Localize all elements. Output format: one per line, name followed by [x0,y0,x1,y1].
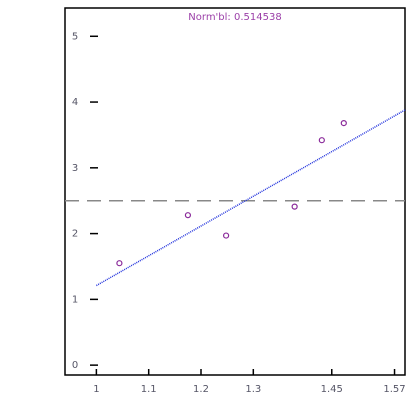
y-tick-label: 4 [72,97,78,108]
point [291,203,298,210]
y-tick-label: 3 [72,163,78,174]
x-tick-label: 1.3 [245,384,261,395]
y-tick-label: 2 [72,229,78,240]
plot-frame [64,7,406,376]
point [318,137,325,144]
point [116,260,123,267]
x-tick-label: 1.45 [321,384,343,395]
y-tick-label: 0 [72,360,78,371]
x-tick-label: 1.2 [193,384,209,395]
x-tick-label: 1.57 [383,384,405,395]
y-tick-label: 5 [72,31,78,42]
y-tick-label: 1 [72,294,78,305]
x-tick-label: 1 [93,384,99,395]
x-tick-label: 1.1 [141,384,157,395]
point [223,232,230,239]
chart-title: Norm'bl: 0.514538 [188,12,281,23]
point [340,119,347,127]
point [184,212,192,219]
